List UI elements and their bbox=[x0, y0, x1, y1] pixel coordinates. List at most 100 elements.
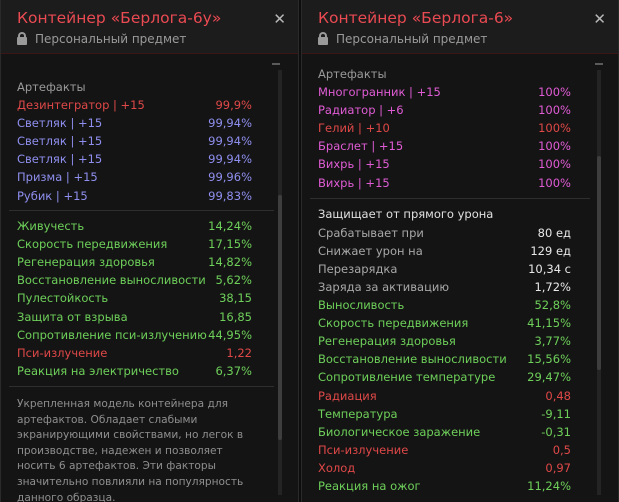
stat-row: Холод 0,97 bbox=[318, 461, 571, 475]
item-title: Контейнер «Берлога-6» bbox=[318, 9, 514, 27]
stat-value: 100% bbox=[538, 85, 571, 99]
stat-name: Радиатор | +6 bbox=[318, 103, 404, 118]
stat-row: Восстановление выносливости 5,62% bbox=[17, 273, 252, 287]
stat-name: Снижает урон на bbox=[318, 244, 423, 259]
stat-row: Светляк | +15 99,94% bbox=[17, 116, 252, 130]
stat-name: Пси-излучение bbox=[17, 345, 108, 360]
item-title: Контейнер «Берлога-6у» bbox=[17, 9, 222, 27]
stat-row: Сопротивление температуре 29,47% bbox=[318, 370, 571, 384]
stat-row: Регенерация здоровья 3,77% bbox=[318, 334, 571, 348]
stat-row: Реакция на электричество 6,37% bbox=[17, 364, 252, 378]
tooltip-header: Контейнер «Берлога-6у» ✕ Персональный пр… bbox=[1, 0, 298, 54]
divider bbox=[9, 210, 274, 211]
stat-value: 3,77% bbox=[534, 334, 571, 349]
stat-name: Вихрь | +15 bbox=[318, 157, 390, 172]
stat-row: Перезарядка 10,34 с bbox=[318, 262, 571, 276]
stat-row: Браслет | +15 100% bbox=[318, 139, 571, 153]
stat-row: Радиация 0,48 bbox=[318, 389, 571, 403]
stat-value: 100% bbox=[538, 103, 571, 118]
artifacts-header: Артефакты bbox=[17, 80, 86, 94]
stat-value: 10,34 с bbox=[528, 262, 571, 277]
stat-name: Гелий | +10 bbox=[318, 121, 390, 136]
stat-value: 99,94% bbox=[208, 134, 252, 149]
item-subtitle: Персональный предмет bbox=[17, 32, 186, 46]
divider bbox=[310, 198, 590, 199]
stat-value: 44,95% bbox=[208, 327, 252, 342]
stat-row: Призма | +15 99,96% bbox=[17, 170, 252, 184]
stat-value: -9,11 bbox=[541, 406, 571, 421]
stat-value: 6,37% bbox=[215, 363, 252, 378]
stat-value: 0,48 bbox=[545, 388, 571, 403]
stat-row: Дезинтегратор | +15 99,9% bbox=[17, 98, 252, 112]
stat-row: Вихрь | +15 100% bbox=[318, 157, 571, 171]
artifacts-header: Артефакты bbox=[318, 67, 387, 81]
stat-name: Браслет | +15 bbox=[318, 139, 404, 154]
scroll-up-marker bbox=[595, 63, 603, 65]
stat-name: Сопротивление пси-излучению bbox=[17, 327, 207, 342]
stat-row: Гелий | +10 100% bbox=[318, 121, 571, 135]
stat-name: Реакция на электричество bbox=[17, 363, 179, 378]
stat-value: 0,97 bbox=[545, 460, 571, 475]
stat-name: Радиация bbox=[318, 388, 377, 403]
stat-name: Биологическое заражение bbox=[318, 424, 481, 439]
stat-row: Выносливость 52,8% bbox=[318, 298, 571, 312]
stat-value: 14,24% bbox=[208, 219, 252, 233]
stat-row: Температура -9,11 bbox=[318, 407, 571, 421]
stat-name: Регенерация здоровья bbox=[318, 334, 456, 349]
stat-name: Защита от взрыва bbox=[17, 309, 128, 324]
stat-name: Скорость передвижения bbox=[17, 237, 168, 252]
stat-name: Реакция на ожог bbox=[318, 479, 421, 493]
scrollbar-track[interactable] bbox=[597, 70, 601, 495]
stat-row: Светляк | +15 99,94% bbox=[17, 152, 252, 166]
divider bbox=[9, 386, 274, 387]
stat-value: 1,72% bbox=[534, 280, 571, 295]
stat-name: Восстановление выносливости bbox=[17, 273, 206, 288]
stat-name: Светляк | +15 bbox=[17, 134, 103, 149]
stat-row: Защита от взрыва 16,85 bbox=[17, 310, 252, 324]
stat-name: Дезинтегратор | +15 bbox=[17, 98, 145, 112]
item-description: Укрепленная модель контейнера для артефа… bbox=[17, 398, 244, 502]
stat-row: Живучесть 14,24% bbox=[17, 219, 252, 233]
stat-value: 99,9% bbox=[215, 98, 252, 112]
stat-value: 14,82% bbox=[208, 255, 252, 270]
stat-name: Выносливость bbox=[318, 298, 405, 312]
stat-value: 15,56% bbox=[527, 352, 571, 367]
stat-value: 129 ед bbox=[530, 244, 571, 259]
tooltip-header: Контейнер «Берлога-6» ✕ Персональный пре… bbox=[302, 0, 618, 54]
stat-name: Многогранник | +15 bbox=[318, 85, 441, 99]
close-icon[interactable]: ✕ bbox=[593, 10, 606, 28]
stat-value: 99,96% bbox=[208, 170, 252, 185]
stat-row: Регенерация здоровья 14,82% bbox=[17, 255, 252, 269]
stat-name: Светляк | +15 bbox=[17, 116, 103, 131]
scrollbar-thumb[interactable] bbox=[597, 156, 601, 370]
stat-row: Заряда за активацию 1,72% bbox=[318, 280, 571, 294]
stat-row: Радиатор | +6 100% bbox=[318, 103, 571, 117]
stat-value: 41,15% bbox=[527, 316, 571, 331]
stat-row: Скорость передвижения 41,15% bbox=[318, 316, 571, 330]
stat-value: 80 ед bbox=[537, 226, 571, 240]
stat-value: 17,15% bbox=[208, 237, 252, 252]
stat-value: -0,31 bbox=[541, 424, 571, 439]
stat-name: Пулестойкость bbox=[17, 291, 109, 306]
stat-value: 99,94% bbox=[208, 152, 252, 167]
shield-section-title: Защищает от прямого урона bbox=[318, 207, 494, 221]
stat-row: Пси-излучение 0,5 bbox=[318, 443, 571, 457]
stat-value: 16,85 bbox=[219, 309, 252, 324]
stat-name: Скорость передвижения bbox=[318, 316, 469, 331]
stat-name: Заряда за активацию bbox=[318, 280, 450, 295]
scrollbar-thumb[interactable] bbox=[278, 195, 282, 440]
stat-value: 100% bbox=[538, 139, 571, 154]
stat-name: Вихрь | +15 bbox=[318, 175, 390, 190]
item-subtitle: Персональный предмет bbox=[318, 32, 487, 46]
stat-value: 29,47% bbox=[527, 370, 571, 385]
close-icon[interactable]: ✕ bbox=[273, 10, 286, 28]
stat-row: Рубик | +15 99,83% bbox=[17, 189, 252, 203]
stat-name: Рубик | +15 bbox=[17, 188, 88, 203]
scrollbar-track[interactable] bbox=[278, 70, 282, 495]
stat-row: Пси-излучение 1,22 bbox=[17, 346, 252, 360]
stat-row: Сопротивление пси-излучению 44,95% bbox=[17, 328, 252, 342]
lock-icon bbox=[318, 32, 328, 45]
stat-name: Восстановление выносливости bbox=[318, 352, 507, 367]
stat-name: Температура bbox=[318, 406, 398, 421]
stat-value: 11,24% bbox=[527, 479, 571, 493]
